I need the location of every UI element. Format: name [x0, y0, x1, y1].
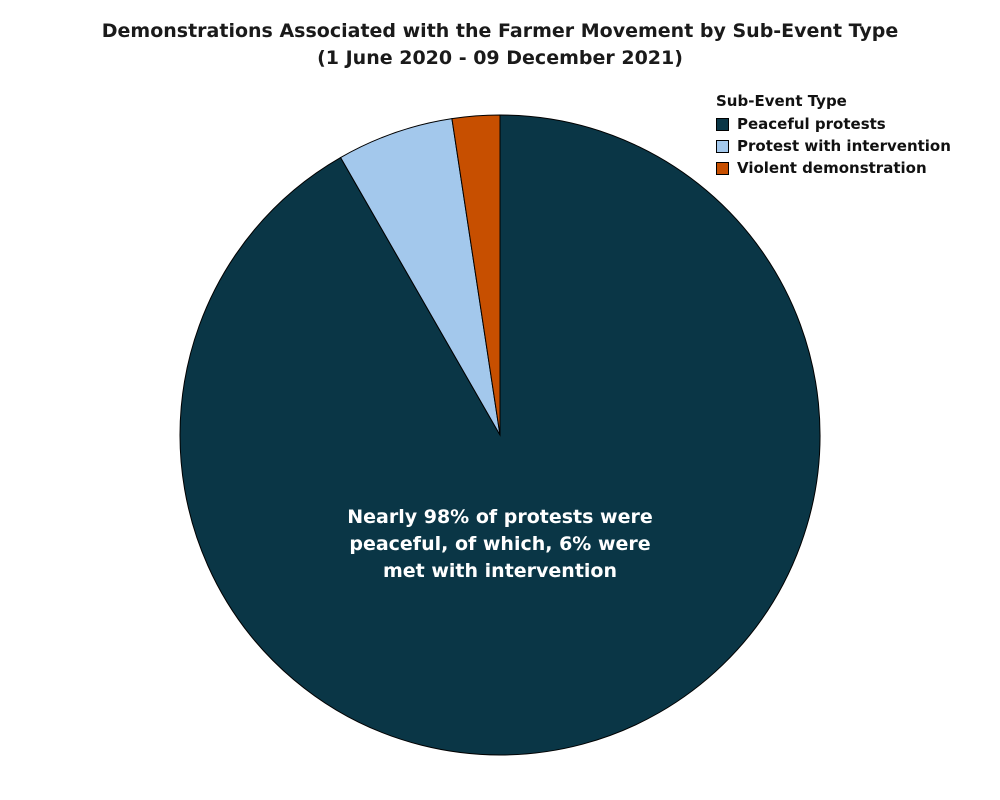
- chart-title: Demonstrations Associated with the Farme…: [101, 20, 899, 42]
- chart-title-block: Demonstrations Associated with the Farme…: [0, 18, 1000, 72]
- legend-item-peaceful-protests[interactable]: Peaceful protests: [716, 113, 951, 135]
- legend-title: Sub-Event Type: [716, 92, 847, 110]
- legend: Sub-Event Type Peaceful protests Protest…: [716, 92, 951, 179]
- legend-swatch-violent-demonstration: [716, 161, 729, 175]
- legend-item-violent-demonstration[interactable]: Violent demonstration: [716, 157, 951, 179]
- legend-item-protest-with-intervention[interactable]: Protest with intervention: [716, 135, 951, 157]
- pie-annotation: Nearly 98% of protests were peaceful, of…: [347, 506, 653, 582]
- legend-swatch-peaceful-protests: [716, 117, 729, 131]
- legend-swatch-protest-with-intervention: [716, 139, 729, 153]
- legend-label-violent-demonstration: Violent demonstration: [737, 159, 927, 177]
- chart-subtitle: (1 June 2020 - 09 December 2021): [317, 47, 683, 69]
- legend-label-protest-with-intervention: Protest with intervention: [737, 137, 951, 155]
- legend-label-peaceful-protests: Peaceful protests: [737, 115, 886, 133]
- pie-slice-violent-demonstration[interactable]: [451, 114, 501, 436]
